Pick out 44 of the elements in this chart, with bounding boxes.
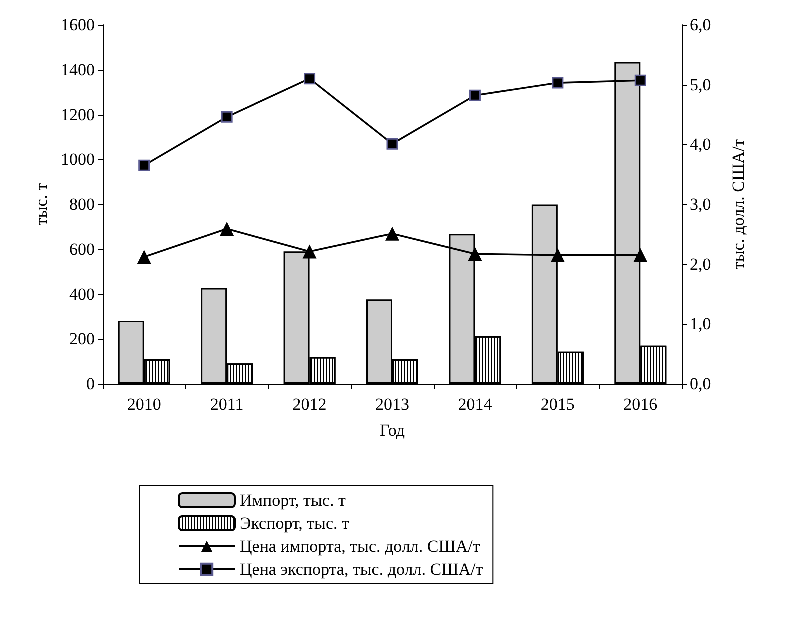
x-tick-label: 2014	[458, 395, 493, 414]
x-tick-label: 2011	[210, 395, 244, 414]
y-tick-label: 200	[70, 330, 95, 349]
y-tick-label: 0	[86, 374, 95, 394]
point	[302, 244, 317, 259]
y-tick-label: 1400	[61, 60, 95, 80]
y-axis-title: тыс. т	[32, 182, 52, 226]
point	[138, 160, 150, 172]
y2-tick-label: 6,0	[690, 16, 712, 34]
legend-label: Экспорт, тыс. т	[240, 514, 350, 533]
legend-label: Цена импорта, тыс. долл. США/т	[240, 537, 481, 556]
point	[220, 222, 234, 236]
x-tick-label: 2015	[540, 395, 575, 414]
point	[304, 73, 316, 85]
point	[634, 74, 646, 86]
x-tick-label: 2016	[624, 395, 658, 414]
point	[550, 248, 565, 262]
x-tick-label: 2013	[376, 395, 410, 414]
y-tick-label: 400	[70, 284, 95, 304]
point	[386, 226, 400, 241]
point	[386, 138, 398, 150]
y2-tick-label: 1,0	[690, 314, 712, 334]
y2-tick-label: 5,0	[690, 75, 712, 94]
point	[634, 248, 648, 262]
point	[468, 247, 482, 262]
x-axis-title: Год	[380, 421, 406, 440]
y2-tick-label: 4,0	[690, 135, 712, 154]
y2-tick-label: 3,0	[690, 195, 712, 214]
y-tick-label: 1000	[61, 150, 95, 170]
point	[552, 77, 564, 89]
y-tick-label: 800	[70, 195, 95, 214]
legend-label: Импорт, тыс. т	[240, 491, 346, 510]
x-tick-label: 2012	[292, 395, 327, 414]
y2-tick-label: 2,0	[690, 254, 712, 274]
point	[469, 90, 481, 102]
y-tick-label: 600	[70, 240, 95, 259]
y2-tick-label: 0,0	[690, 374, 712, 394]
point	[137, 250, 152, 264]
y-tick-label: 1200	[61, 105, 95, 124]
y-tick-label: 1600	[61, 16, 95, 34]
y2-axis-title: тыс. долл. США/т	[729, 138, 748, 270]
x-tick-label: 2010	[127, 395, 162, 414]
legend-label: Цена экспорта, тыс. долл. США/т	[240, 560, 484, 579]
point	[221, 111, 233, 123]
